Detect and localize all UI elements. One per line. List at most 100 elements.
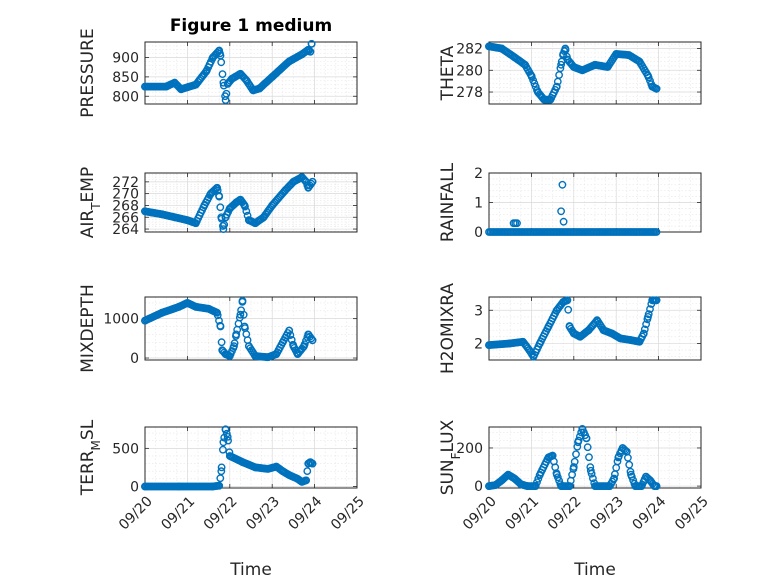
y-tick-label: 280 xyxy=(456,63,483,79)
data-point xyxy=(278,338,287,347)
data-point xyxy=(285,471,294,479)
axes-outline xyxy=(488,41,702,105)
data-point xyxy=(561,44,570,53)
data-point xyxy=(244,216,253,225)
data-point xyxy=(213,308,222,317)
data-point xyxy=(510,53,519,62)
data-point xyxy=(559,298,568,306)
data-point xyxy=(642,472,650,481)
data-point xyxy=(652,482,661,490)
data-point xyxy=(191,302,200,311)
data-point xyxy=(627,336,635,344)
data-point xyxy=(158,210,166,219)
data-point xyxy=(224,436,233,445)
data-point xyxy=(297,477,306,486)
data-point xyxy=(216,51,225,60)
data-point xyxy=(285,326,294,335)
data-point xyxy=(221,425,230,434)
y-tick-label: 282 xyxy=(456,42,483,58)
data-point xyxy=(569,463,578,471)
data-point xyxy=(217,463,226,472)
data-point xyxy=(513,219,521,228)
data-point xyxy=(238,296,247,305)
data-point xyxy=(230,339,239,348)
data-point xyxy=(635,57,644,66)
data-point xyxy=(278,467,287,476)
y-tick-label: 900 xyxy=(112,51,139,67)
y-axis-label: THETA xyxy=(438,45,458,101)
subplot-rainfall: 0 1 2 RAINFALL xyxy=(438,162,702,242)
data-point xyxy=(578,424,587,433)
y-tick-label: 0 xyxy=(474,225,483,241)
data-point xyxy=(230,342,238,351)
x-tick-label: 09/20 xyxy=(116,494,156,534)
data-point xyxy=(558,180,567,189)
data-point xyxy=(272,462,281,471)
data-point xyxy=(504,470,512,479)
data-point xyxy=(548,451,557,460)
data-point xyxy=(227,74,236,83)
data-point xyxy=(648,82,657,91)
x-tick-label: 09/24 xyxy=(630,493,670,533)
subplot-pressure: 800 850 900 PRESSURE xyxy=(78,28,358,118)
data-point xyxy=(586,466,595,475)
data-point xyxy=(584,326,593,335)
data-point xyxy=(642,320,650,329)
data-point xyxy=(625,460,634,469)
data-point xyxy=(591,482,599,490)
data-point xyxy=(525,346,534,354)
data-point xyxy=(536,470,544,479)
data-point xyxy=(304,183,313,192)
subplot-sun: 0 200 09/20 09/21 09/22 09/23 09/24 09/25 SUNFLU… xyxy=(438,419,712,533)
data-point xyxy=(300,342,308,351)
data-point xyxy=(221,350,230,358)
subplot-mixdepth: 0 1000 MIXDEPTH xyxy=(78,284,358,373)
y-tick-label: 1 xyxy=(474,196,483,212)
subplot-terr: 0 500 09/20 09/21 09/22 09/23 09/24 09/25 TERRMS… xyxy=(78,419,368,533)
data-point xyxy=(648,296,657,305)
data-point xyxy=(158,308,166,317)
data-point xyxy=(557,207,565,216)
data-point xyxy=(635,337,644,346)
data-point xyxy=(170,213,179,222)
y-tick-label: 0 xyxy=(130,351,139,367)
data-point xyxy=(569,63,578,71)
data-point xyxy=(521,60,529,69)
data-point xyxy=(616,334,625,343)
data-point xyxy=(552,470,561,479)
data-point xyxy=(236,69,245,78)
data-point xyxy=(191,80,200,89)
data-point xyxy=(170,78,179,87)
data-point xyxy=(217,213,226,222)
data-point xyxy=(608,329,616,338)
data-point xyxy=(289,342,298,351)
data-point xyxy=(259,213,268,222)
data-point xyxy=(239,310,248,319)
data-point xyxy=(652,296,661,305)
data-point xyxy=(591,60,599,69)
data-point xyxy=(533,478,541,487)
data-point xyxy=(289,177,298,186)
data-point xyxy=(485,341,493,349)
axes-outline xyxy=(488,296,702,361)
x-tick-label: 09/24 xyxy=(286,493,326,533)
data-point xyxy=(552,82,561,91)
data-point xyxy=(574,438,582,447)
data-point xyxy=(612,50,621,58)
data-point xyxy=(510,474,519,483)
y-tick-label: 264 xyxy=(112,222,139,238)
data-point xyxy=(220,220,229,229)
data-point xyxy=(286,331,295,339)
y-tick-label: 3 xyxy=(474,303,483,319)
data-point xyxy=(232,330,241,339)
data-point xyxy=(491,481,500,489)
data-point xyxy=(627,470,635,479)
x-axis-label-left: Time xyxy=(229,560,272,580)
x-tick-label: 09/25 xyxy=(328,494,368,534)
data-point xyxy=(644,71,652,80)
data-point xyxy=(268,73,277,81)
data-point xyxy=(202,67,211,76)
data-point xyxy=(565,482,574,490)
